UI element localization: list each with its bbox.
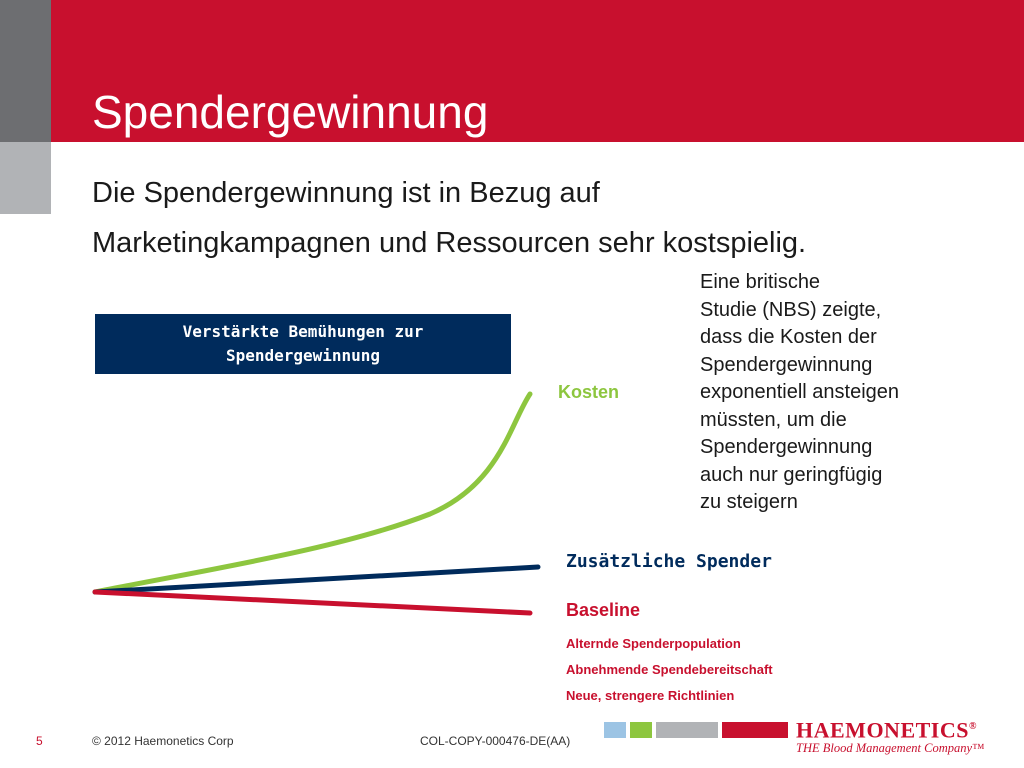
swatch-blue bbox=[604, 722, 626, 738]
subtitle: Die Spendergewinnung ist in Bezug auf Ma… bbox=[92, 168, 972, 268]
subtitle-line: Marketingkampagnen und Ressourcen sehr k… bbox=[92, 227, 807, 259]
study-note: Eine britische Studie (NBS) zeigte, dass… bbox=[700, 269, 950, 517]
swatch-red bbox=[722, 722, 788, 738]
baseline-factor: Neue, strengere Richtlinien bbox=[566, 688, 735, 703]
study-note-line: auch nur geringfügig bbox=[700, 463, 883, 486]
study-note-line: Studie (NBS) zeigte, bbox=[700, 298, 882, 321]
study-note-line: zu steigern bbox=[700, 491, 798, 513]
kosten-label: Kosten bbox=[558, 382, 620, 402]
logo-tagline: THE Blood Management Company™ bbox=[796, 741, 985, 756]
baseline-line bbox=[92, 589, 533, 616]
effort-box: Verstärkte Bemühungen zur Spendergewinnu… bbox=[95, 314, 511, 374]
spender-label: Zusätzliche Spender bbox=[566, 551, 772, 572]
study-note-line: Eine britische bbox=[700, 271, 821, 293]
study-note-line: Spendergewinnung bbox=[700, 436, 873, 458]
trend-diagram bbox=[92, 391, 541, 616]
baseline-label: Baseline bbox=[566, 600, 641, 620]
baseline-factor: Abnehmende Spendebereitschaft bbox=[566, 662, 773, 677]
copyright: © 2012 Haemonetics Corp bbox=[92, 734, 234, 748]
study-note-line: müssten, um die bbox=[700, 408, 847, 431]
study-note-line: exponentiell ansteigen bbox=[700, 381, 900, 403]
side-accent-dark bbox=[0, 0, 51, 142]
header-band bbox=[51, 0, 1024, 142]
page-number: 5 bbox=[36, 734, 43, 748]
document-code: COL-COPY-000476-DE(AA) bbox=[420, 734, 571, 748]
kosten-curve bbox=[92, 391, 533, 595]
effort-box-line: Spendergewinnung bbox=[225, 346, 381, 365]
swatch-green bbox=[630, 722, 652, 738]
logo-name: HAEMONETICS® bbox=[796, 717, 977, 743]
subtitle-line: Die Spendergewinnung ist in Bezug auf bbox=[92, 177, 600, 209]
baseline-factor: Alternde Spenderpopulation bbox=[566, 636, 741, 651]
study-note-line: dass die Kosten der bbox=[700, 326, 877, 348]
slide-title: Spendergewinnung bbox=[92, 86, 489, 138]
baseline-factors: Alternde Spenderpopulation Abnehmende Sp… bbox=[566, 631, 773, 709]
side-accent-light bbox=[0, 142, 51, 214]
swatch-grey bbox=[656, 722, 718, 738]
study-note-line: Spendergewinnung bbox=[700, 353, 873, 376]
haemonetics-logo: HAEMONETICS® THE Blood Management Compan… bbox=[796, 716, 996, 756]
effort-box-line: Verstärkte Bemühungen zur bbox=[182, 322, 424, 341]
spender-line bbox=[92, 564, 541, 595]
